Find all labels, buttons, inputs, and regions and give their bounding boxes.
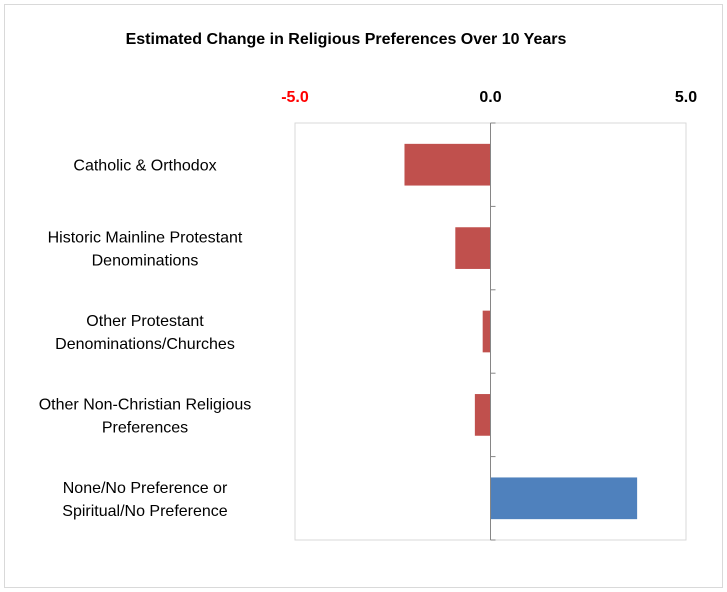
category-label: Historic Mainline Protestant [48,230,243,247]
category-axis [490,122,496,541]
category-label: None/No Preference or [63,480,228,497]
category-label: Denominations [92,253,199,270]
category-label: Spiritual/No Preference [62,503,228,520]
chart-title: Estimated Change in Religious Preference… [126,31,567,48]
bar [404,143,491,186]
x-tick-label: -5.0 [281,89,309,106]
bar [455,227,491,269]
x-tick-label: 0.0 [479,89,501,106]
bars [404,143,638,520]
bar [490,477,638,520]
category-label: Catholic & Orthodox [73,158,216,175]
category-label: Denominations/Churches [55,336,235,353]
bar [482,310,491,353]
x-tick-labels: -5.0 0.0 5.0 [281,89,697,106]
category-label: Other Non-Christian Religious [39,396,252,413]
category-labels: Catholic & Orthodox Historic Mainline Pro… [39,158,252,520]
bar [474,394,491,436]
x-tick-label: 5.0 [675,89,697,106]
category-label: Other Protestant [86,313,204,330]
category-label: Preferences [102,419,188,436]
